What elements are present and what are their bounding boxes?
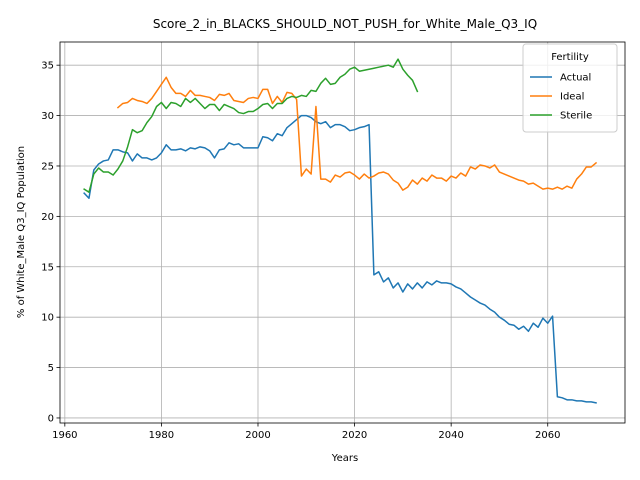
legend: Fertility Actual Ideal Sterile <box>522 43 618 133</box>
x-tick-label: 1980 <box>149 430 174 441</box>
series-line-ideal <box>116 76 598 191</box>
x-tick-label: 1960 <box>52 430 77 441</box>
series-line-sterile <box>83 58 419 193</box>
y-tick-label: 25 <box>41 161 54 172</box>
plot-area: 1960 1980 2000 2020 2040 2060 0 5 10 15 20 25 30 35 <box>41 41 626 441</box>
y-tick-label: 15 <box>41 262 54 273</box>
y-tick-label: 20 <box>41 212 54 223</box>
axes-frame <box>59 41 626 424</box>
y-tick-label: 35 <box>41 61 54 72</box>
chart-title: Score_2_in_BLACKS_SHOULD_NOT_PUSH_for_Wh… <box>153 17 537 31</box>
legend-entry-actual: Actual <box>560 73 591 84</box>
legend-box <box>522 43 618 133</box>
legend-entry-sterile: Sterile <box>560 111 592 122</box>
y-axis-label: % of White_Male Q3_IQ Population <box>16 146 27 318</box>
x-tick-label: 2020 <box>342 430 367 441</box>
x-tick-label: 2040 <box>438 430 463 441</box>
x-axis-label: Years <box>331 453 358 464</box>
y-tick-label: 30 <box>41 111 54 122</box>
y-tick-label: 5 <box>48 363 54 374</box>
y-tick-label: 0 <box>48 413 54 424</box>
x-tick-label: 2000 <box>245 430 270 441</box>
series-line-actual <box>83 114 597 404</box>
legend-entry-ideal: Ideal <box>560 92 584 103</box>
x-tick-label: 2060 <box>535 430 560 441</box>
y-tick-label: 10 <box>41 313 54 324</box>
legend-title: Fertility <box>551 52 589 63</box>
